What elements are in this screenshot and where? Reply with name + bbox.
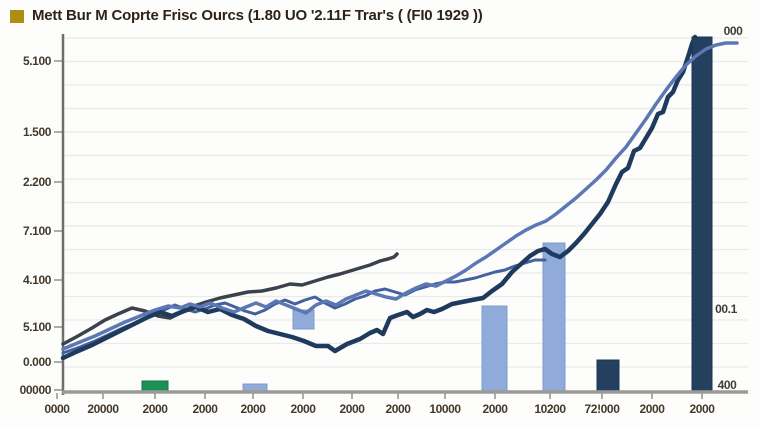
chart-title: Mett Bur M Coprte Frisc Ourcs (1.80 UO '…	[32, 7, 483, 24]
blue-bar-tall	[542, 242, 566, 392]
x-tick-label: 2000	[339, 402, 365, 416]
x-tick-label: 2000	[290, 402, 316, 416]
x-tick-label: 10200	[534, 402, 566, 416]
blue-bar-mid	[481, 305, 508, 392]
x-tick-label: 2000	[482, 402, 508, 416]
floating-blue-bar	[292, 309, 315, 330]
chart-header: Mett Bur M Coprte Frisc Ourcs (1.80 UO '…	[10, 7, 483, 24]
small-blue-bar	[242, 383, 268, 392]
y-tick-label: 00000	[20, 383, 52, 397]
y-tick-label: 0.000	[23, 355, 52, 369]
x-tick-label: 2000	[639, 402, 665, 416]
legend-color-swatch	[10, 9, 24, 23]
right-value-label: 00.1	[715, 302, 737, 316]
green-bar	[141, 380, 169, 392]
right-value-label: 000	[724, 24, 744, 38]
x-tick-label: 2000	[192, 402, 218, 416]
x-tick-label: 0000	[44, 402, 70, 416]
x-tick-label: 72!000	[585, 402, 621, 416]
x-tick-label: 10000	[429, 402, 461, 416]
gray-line	[61, 252, 399, 346]
right-value-label: 400	[718, 378, 738, 392]
x-tick-label: 20000	[87, 402, 119, 416]
y-tick-label: 7.100	[23, 224, 52, 238]
y-tick-label: 4.100	[23, 273, 52, 287]
x-tick-label: 2000	[385, 402, 411, 416]
y-tick-label: 5.100	[23, 320, 52, 334]
navy-line	[60, 34, 698, 361]
navy-bar-small	[596, 359, 620, 392]
navy-bar-tall	[691, 36, 713, 392]
x-tick-label: 2000	[689, 402, 715, 416]
steel-blue-line	[61, 41, 739, 351]
y-tick-label: 2.200	[23, 175, 52, 189]
x-tick-label: 2000	[240, 402, 266, 416]
y-tick-label: 1.500	[23, 125, 52, 139]
y-tick-label: 5.100	[23, 54, 52, 68]
x-tick-label: 2000	[142, 402, 168, 416]
